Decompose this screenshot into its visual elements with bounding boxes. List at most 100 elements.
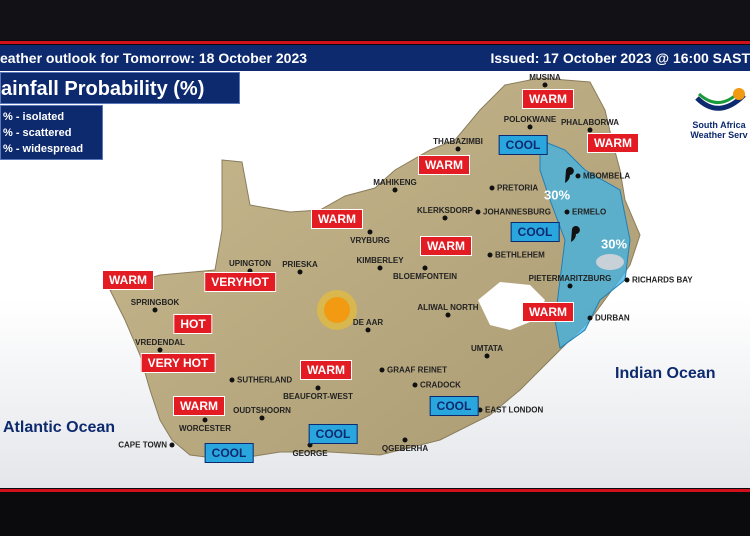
legend-isolated: % - isolated (3, 111, 65, 123)
city-label: ALIWAL NORTH (417, 303, 479, 312)
city-label: RICHARDS BAY (632, 275, 693, 285)
city-dot (477, 407, 483, 413)
rainfall-probability-title: ainfall Probability (%) (0, 72, 240, 104)
city-label: SPRINGBOK (130, 298, 180, 307)
city-label: WORCESTER (179, 424, 231, 433)
city-label: GEORGE (292, 449, 328, 458)
city-dot (379, 367, 385, 373)
logo-line-1: South Africa (692, 120, 746, 130)
city-label: VRYBURG (350, 236, 390, 245)
warm-temperature-tag: WARM (102, 270, 154, 290)
city-label: SUTHERLAND (237, 375, 293, 385)
city-label: BEAUFORT-WEST (283, 392, 353, 401)
warm-temperature-tag: WARM (300, 360, 352, 380)
city-dot (475, 209, 481, 215)
city-dot (587, 315, 593, 321)
indian-ocean-label: Indian Ocean (615, 365, 716, 382)
cool-temperature-tag: COOL (510, 222, 560, 242)
rainfall-legend: % - isolated % - scattered % - widesprea… (0, 105, 103, 160)
city-dot (367, 229, 373, 235)
city-dot (202, 417, 208, 423)
rain-probability-label: 30% (543, 187, 571, 203)
atlantic-ocean-label: Atlantic Ocean (3, 419, 116, 436)
warm-temperature-tag: WARM (173, 396, 225, 416)
issued-time: Issued: 17 October 2023 @ 16:00 SAST (490, 50, 750, 66)
city-dot (412, 382, 418, 388)
city-dot (307, 442, 313, 448)
city-label: OUDTSHOORN (233, 406, 291, 415)
legend-scattered: % - scattered (3, 127, 72, 139)
city-label: CRADOCK (420, 380, 461, 390)
city-dot (542, 82, 548, 88)
warm-temperature-tag: HOT (173, 314, 213, 334)
warm-temperature-tag: WARM (522, 89, 574, 109)
warm-temperature-tag: WARM (420, 236, 472, 256)
city-dot (575, 173, 581, 179)
city-label: JOHANNESBURG (483, 207, 552, 217)
city-label: PRIESKA (282, 260, 318, 269)
city-label: THABAZIMBI (433, 137, 483, 146)
city-dot (487, 252, 493, 258)
city-dot (247, 268, 253, 274)
city-dot (297, 269, 303, 275)
forecast-title: eather outlook for Tomorrow: 18 October … (0, 50, 308, 66)
city-label: QGEBERHA (381, 444, 429, 453)
city-label: GRAAF REINET (387, 365, 447, 375)
saws-logo-icon (695, 88, 746, 111)
city-label: EAST LONDON (485, 405, 544, 415)
cool-temperature-tag: COOL (204, 443, 254, 463)
city-dot (489, 185, 495, 191)
city-dot (422, 265, 428, 271)
city-dot (152, 307, 158, 313)
city-dot (259, 415, 265, 421)
city-label: KLERKSDORP (416, 206, 474, 215)
city-label: UPINGTON (228, 259, 272, 268)
city-label: PIETERMARITZBURG (528, 274, 612, 283)
city-dot (442, 215, 448, 221)
legend-widespread: % - widespread (3, 143, 84, 155)
city-dot (402, 437, 408, 443)
city-dot (365, 327, 371, 333)
city-dot (527, 124, 533, 130)
city-label: POLOKWANE (503, 115, 557, 124)
city-label: MAHIKENG (373, 178, 417, 187)
city-label: MBOMBELA (583, 171, 631, 181)
top-divider (0, 41, 750, 44)
city-label: KIMBERLEY (356, 256, 404, 265)
city-dot (587, 127, 593, 133)
city-dot (445, 312, 451, 318)
saws-logo: South Africa Weather Serv (684, 80, 750, 140)
city-label: UMTATA (471, 344, 503, 353)
city-label: DURBAN (595, 313, 630, 323)
city-dot (392, 187, 398, 193)
sun-icon-core (324, 297, 350, 323)
city-label: BLOEMFONTEIN (393, 272, 457, 281)
city-label: ERMELO (572, 207, 607, 217)
city-dot (624, 277, 630, 283)
city-label: VREDENDAL (135, 338, 185, 347)
city-label: BETHLEHEM (495, 250, 545, 260)
cool-temperature-tag: COOL (308, 424, 358, 444)
city-dot (229, 377, 235, 383)
city-dot (169, 442, 175, 448)
cool-temperature-tag: COOL (429, 396, 479, 416)
city-dot (567, 283, 573, 289)
city-dot (377, 265, 383, 271)
warm-temperature-tag: VERY HOT (140, 353, 216, 373)
city-dot (315, 385, 321, 391)
city-dot (564, 209, 570, 215)
country-shape (109, 77, 641, 461)
city-dot (157, 347, 163, 353)
rain-area (539, 139, 631, 349)
city-dot (484, 353, 490, 359)
raindrop-icon (565, 167, 574, 183)
top-band (0, 0, 750, 40)
cloud-icon (596, 254, 624, 270)
city-label: CAPE TOWN (118, 440, 167, 450)
logo-line-2: Weather Serv (690, 130, 748, 140)
warm-temperature-tag: WARM (522, 302, 574, 322)
warm-temperature-tag: VERYHOT (204, 272, 276, 292)
header-bar: eather outlook for Tomorrow: 18 October … (0, 45, 750, 71)
rain-probability-label: 30% (600, 236, 628, 252)
cool-temperature-tag: COOL (498, 135, 548, 155)
